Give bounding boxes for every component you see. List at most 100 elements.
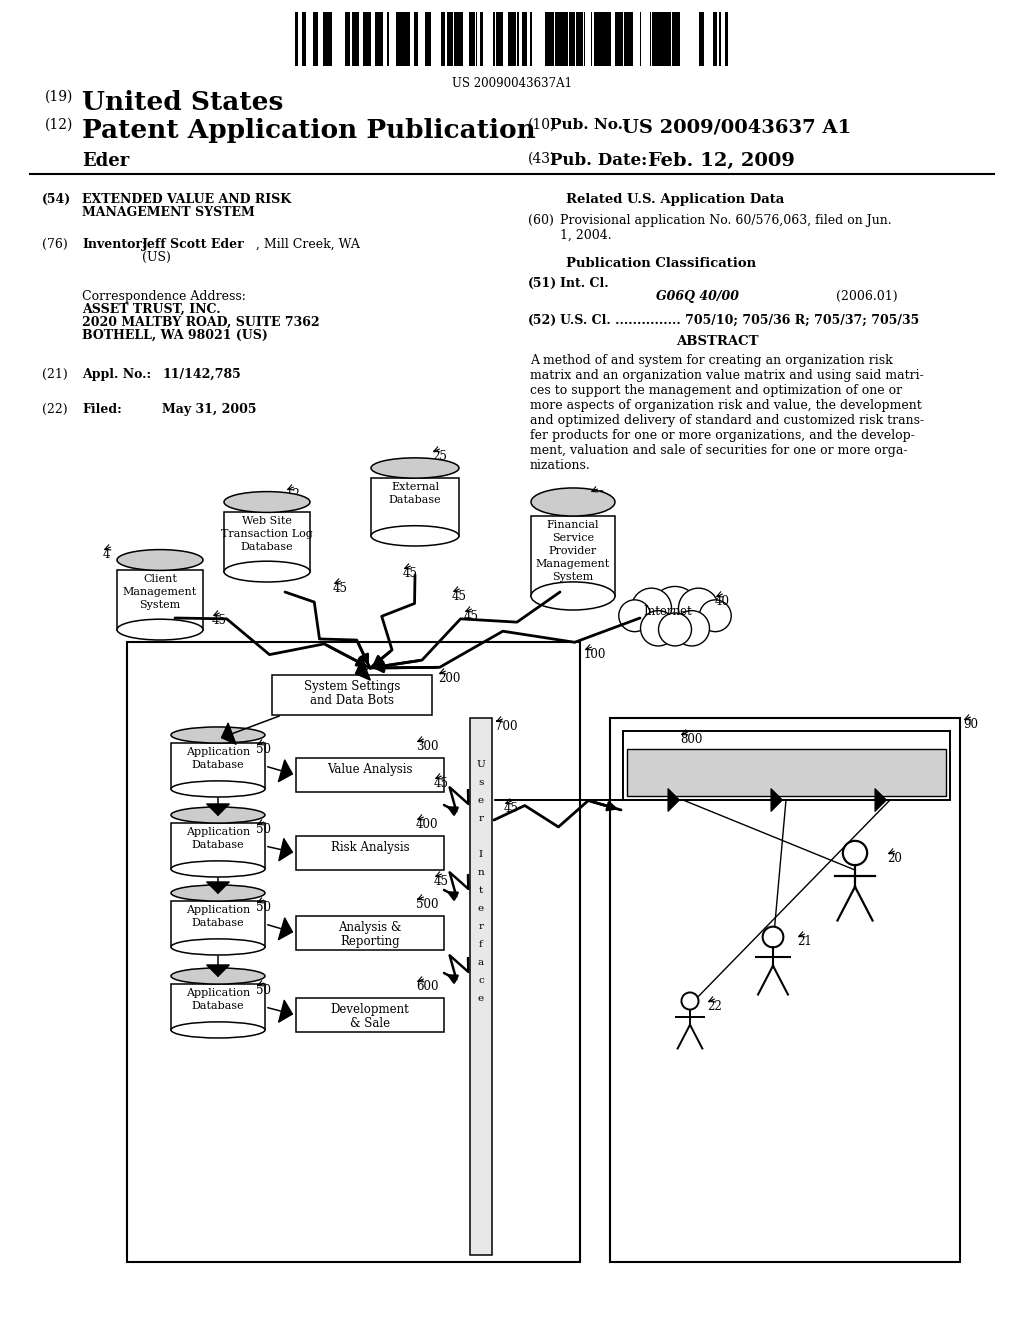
Circle shape	[763, 927, 783, 948]
Bar	[623, 731, 950, 800]
Text: t: t	[479, 886, 483, 895]
Text: Feb. 12, 2009: Feb. 12, 2009	[648, 152, 795, 170]
Text: (76): (76)	[42, 238, 68, 251]
Bar	[407, 12, 410, 66]
Text: Browser: Browser	[758, 762, 814, 775]
Text: (US): (US)	[142, 251, 171, 264]
Bar	[605, 12, 609, 66]
Bar	[296, 836, 444, 870]
Bar	[375, 12, 377, 66]
Text: Development: Development	[331, 1003, 410, 1016]
Ellipse shape	[224, 491, 310, 512]
Bar	[657, 12, 659, 66]
Bar	[171, 743, 265, 789]
Bar	[364, 12, 369, 66]
Ellipse shape	[171, 939, 265, 954]
Text: 45: 45	[434, 875, 449, 888]
Text: 45: 45	[504, 803, 519, 814]
Bar	[714, 12, 717, 66]
Bar	[628, 12, 631, 66]
Ellipse shape	[371, 458, 459, 478]
Circle shape	[679, 589, 719, 628]
Bar	[371, 478, 459, 536]
Text: Publication Classification: Publication Classification	[566, 257, 756, 271]
Text: Internet: Internet	[643, 605, 691, 618]
Text: US 2009/0043637 A1: US 2009/0043637 A1	[622, 117, 851, 136]
Bar	[447, 12, 450, 66]
Ellipse shape	[171, 807, 265, 824]
Bar	[296, 758, 444, 792]
Text: 700: 700	[495, 719, 517, 733]
Text: 50: 50	[256, 983, 271, 997]
Text: Filed:: Filed:	[82, 403, 122, 416]
Text: U: U	[476, 760, 485, 770]
Text: Management: Management	[123, 587, 198, 598]
Bar	[443, 12, 445, 66]
Circle shape	[658, 612, 691, 645]
Text: 4: 4	[103, 548, 111, 561]
Bar	[725, 12, 728, 66]
Ellipse shape	[171, 861, 265, 876]
Text: Database: Database	[191, 1001, 245, 1011]
Circle shape	[843, 841, 867, 865]
Ellipse shape	[171, 1022, 265, 1038]
Text: Web Site: Web Site	[242, 516, 292, 527]
Text: Risk Analysis: Risk Analysis	[331, 841, 410, 854]
Bar	[557, 12, 561, 66]
Text: I: I	[479, 850, 483, 859]
Bar	[295, 12, 298, 66]
Bar	[272, 675, 432, 715]
Bar	[572, 12, 575, 66]
Text: 45: 45	[464, 610, 479, 623]
Text: 400: 400	[416, 818, 438, 832]
Text: 12: 12	[286, 488, 301, 502]
Bar	[313, 12, 316, 66]
Text: Provisional application No. 60/576,063, filed on Jun.
1, 2004.: Provisional application No. 60/576,063, …	[560, 214, 892, 242]
Text: 45: 45	[403, 568, 418, 579]
Bar	[575, 12, 581, 66]
Text: System: System	[139, 601, 180, 610]
Text: Reporting: Reporting	[340, 935, 399, 948]
Bar	[550, 12, 552, 66]
Bar	[224, 512, 310, 572]
Text: e: e	[478, 994, 484, 1003]
Ellipse shape	[531, 488, 615, 516]
Circle shape	[681, 993, 698, 1010]
Text: (54): (54)	[42, 193, 72, 206]
Bar	[472, 12, 475, 66]
Bar	[610, 718, 961, 1262]
Circle shape	[674, 611, 710, 645]
Bar	[546, 12, 550, 66]
Text: Application: Application	[186, 989, 250, 998]
Text: 39: 39	[590, 490, 605, 503]
Bar	[701, 12, 705, 66]
Text: System: System	[552, 572, 594, 582]
Bar	[594, 12, 598, 66]
Bar	[302, 12, 306, 66]
Bar	[345, 12, 349, 66]
Bar	[673, 12, 675, 66]
Bar	[531, 516, 615, 595]
Text: G06Q 40/00: G06Q 40/00	[656, 290, 739, 304]
Ellipse shape	[117, 619, 203, 640]
Text: s: s	[478, 777, 483, 787]
Bar	[171, 985, 265, 1030]
Text: Correspondence Address:: Correspondence Address:	[82, 290, 246, 304]
Bar	[508, 12, 510, 66]
Text: Application: Application	[186, 906, 250, 915]
Bar	[441, 12, 443, 66]
Text: 200: 200	[438, 672, 461, 685]
Text: Pub. Date:: Pub. Date:	[550, 152, 647, 169]
Bar	[617, 12, 623, 66]
Text: (60): (60)	[528, 214, 554, 227]
Bar	[598, 12, 600, 66]
Bar	[387, 12, 389, 66]
Text: 45: 45	[452, 590, 467, 603]
Bar	[510, 12, 513, 66]
Ellipse shape	[371, 525, 459, 546]
Ellipse shape	[531, 582, 615, 610]
Bar	[296, 916, 444, 950]
Text: Financial: Financial	[547, 520, 599, 531]
Text: Database: Database	[191, 919, 245, 928]
Text: Provider: Provider	[549, 546, 597, 556]
